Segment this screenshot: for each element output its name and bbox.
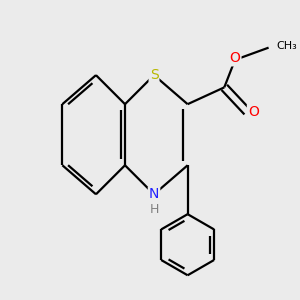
Text: N: N [149, 187, 159, 201]
Text: O: O [248, 105, 259, 119]
Text: CH₃: CH₃ [276, 41, 297, 51]
Text: O: O [230, 51, 240, 65]
Text: S: S [150, 68, 158, 82]
Text: H: H [149, 203, 159, 216]
